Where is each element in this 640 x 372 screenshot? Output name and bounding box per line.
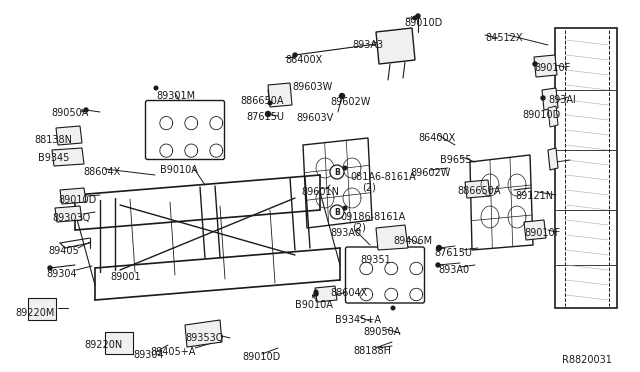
Circle shape: [314, 292, 318, 296]
Text: (2): (2): [352, 223, 366, 233]
Text: 88604X: 88604X: [330, 288, 367, 298]
Text: 84512X: 84512X: [485, 33, 522, 43]
Text: (2): (2): [362, 183, 376, 193]
Text: 89351: 89351: [360, 255, 391, 265]
Text: 886650A: 886650A: [457, 186, 500, 196]
Circle shape: [266, 112, 271, 116]
Polygon shape: [524, 220, 546, 240]
Text: 88188H: 88188H: [353, 346, 391, 356]
Text: 081A6-8161A: 081A6-8161A: [350, 172, 416, 182]
Text: 89405+A: 89405+A: [150, 347, 195, 357]
Polygon shape: [376, 225, 408, 250]
Text: 89050A: 89050A: [51, 108, 88, 118]
Polygon shape: [268, 83, 292, 107]
Circle shape: [343, 166, 347, 170]
Circle shape: [84, 108, 88, 112]
Polygon shape: [548, 148, 558, 170]
Circle shape: [330, 205, 344, 219]
Text: 89050A: 89050A: [363, 327, 401, 337]
Circle shape: [48, 266, 52, 270]
Text: 89220M: 89220M: [15, 308, 54, 318]
Polygon shape: [534, 55, 557, 77]
Circle shape: [533, 62, 537, 66]
Text: 89601N: 89601N: [301, 187, 339, 197]
Text: 89353Q: 89353Q: [185, 333, 223, 343]
Text: 89406M: 89406M: [393, 236, 432, 246]
Text: B9010A: B9010A: [160, 165, 198, 175]
Text: 89603W: 89603W: [292, 82, 332, 92]
Text: 89010F: 89010F: [524, 228, 560, 238]
Circle shape: [413, 16, 417, 20]
Text: B9345: B9345: [38, 153, 69, 163]
Polygon shape: [542, 88, 558, 110]
Polygon shape: [60, 188, 86, 204]
Text: 89010F: 89010F: [534, 63, 570, 73]
Circle shape: [541, 96, 545, 100]
Text: 87615U: 87615U: [246, 112, 284, 122]
Text: 89010D: 89010D: [404, 18, 442, 28]
Polygon shape: [52, 148, 84, 166]
Circle shape: [436, 263, 440, 267]
Polygon shape: [56, 126, 82, 145]
Circle shape: [330, 165, 344, 179]
Text: B9655: B9655: [440, 155, 472, 165]
Text: 09186-8161A: 09186-8161A: [340, 212, 405, 222]
Bar: [555, 28, 617, 308]
Text: 86400X: 86400X: [285, 55, 323, 65]
Polygon shape: [376, 28, 415, 64]
Circle shape: [293, 53, 297, 57]
Circle shape: [339, 93, 344, 99]
Text: 86400X: 86400X: [418, 133, 455, 143]
Polygon shape: [315, 286, 337, 302]
Polygon shape: [548, 106, 558, 127]
Text: 89010D: 89010D: [522, 110, 560, 120]
Text: 89010D: 89010D: [58, 195, 96, 205]
Text: R8820031: R8820031: [562, 355, 612, 365]
Text: 89603V: 89603V: [296, 113, 333, 123]
Polygon shape: [185, 320, 222, 347]
Circle shape: [416, 14, 420, 18]
Text: 893A0: 893A0: [330, 228, 361, 238]
Text: 87615U: 87615U: [434, 248, 472, 258]
Text: 89304: 89304: [133, 350, 164, 360]
Text: 89303Q: 89303Q: [52, 213, 90, 223]
Polygon shape: [268, 88, 287, 105]
Circle shape: [436, 246, 442, 250]
Text: 886650A: 886650A: [240, 96, 284, 106]
Circle shape: [391, 306, 395, 310]
Text: 89010D: 89010D: [242, 352, 280, 362]
Text: 893A3: 893A3: [352, 40, 383, 50]
Text: B9345+A: B9345+A: [335, 315, 381, 325]
FancyBboxPatch shape: [346, 247, 424, 303]
Text: 88604X: 88604X: [83, 167, 120, 177]
Polygon shape: [55, 206, 82, 222]
Text: B: B: [334, 208, 340, 217]
Text: 89301M: 89301M: [156, 91, 195, 101]
Polygon shape: [465, 180, 490, 198]
Circle shape: [268, 101, 272, 105]
Text: 893Al: 893Al: [548, 95, 576, 105]
Text: 89304: 89304: [46, 269, 77, 279]
Circle shape: [343, 206, 347, 210]
Text: 89602W: 89602W: [330, 97, 371, 107]
Text: B: B: [334, 168, 340, 177]
Bar: [105, 332, 133, 354]
Circle shape: [314, 290, 318, 294]
Text: 893A0: 893A0: [438, 265, 469, 275]
Text: 89001: 89001: [110, 272, 141, 282]
Text: 89602W: 89602W: [410, 168, 451, 178]
FancyBboxPatch shape: [145, 100, 225, 160]
Text: 89405: 89405: [48, 246, 79, 256]
Text: 89121N: 89121N: [515, 191, 553, 201]
Bar: [28, 298, 56, 320]
Text: 89220N: 89220N: [84, 340, 122, 350]
Circle shape: [154, 86, 158, 90]
Text: 88138N: 88138N: [34, 135, 72, 145]
Text: B9010A: B9010A: [295, 300, 333, 310]
